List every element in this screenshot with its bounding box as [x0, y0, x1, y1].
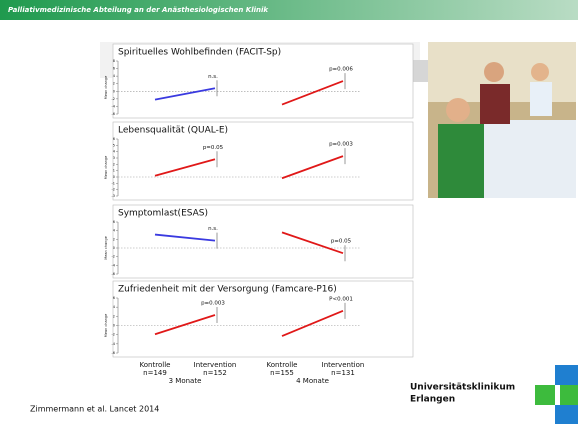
x-tick-label: Intervention — [322, 361, 365, 369]
y-tick-label: -3 — [112, 194, 116, 198]
y-tick-label: -6 — [112, 272, 116, 276]
y-tick-label: 2 — [113, 82, 115, 86]
p-value: p=0.006 — [329, 67, 353, 73]
y-tick-label: -2 — [112, 188, 116, 192]
x-count-label: n=131 — [331, 369, 355, 377]
p-value: p=0.003 — [201, 300, 225, 306]
y-tick-label: -1 — [112, 181, 116, 185]
panel-title: Symptomlast(ESAS) — [118, 209, 208, 219]
p-value: n.s. — [208, 226, 218, 232]
y-tick-label: 2 — [113, 162, 115, 166]
y-tick-label: 0 — [113, 89, 115, 93]
panel-title: Spirituelles Wohlbefinden (FACIT-Sp) — [118, 48, 281, 58]
logo-text: Universitätsklinikum — [410, 383, 515, 393]
x-count-label: n=155 — [270, 369, 294, 377]
header-title: Palliativmedizinische Abteilung an der A… — [8, 6, 269, 14]
y-axis-label: Mean change — [104, 156, 108, 180]
logo-square — [555, 365, 578, 385]
x-tick-label: Kontrolle — [267, 361, 298, 369]
y-tick-label: 0 — [113, 324, 115, 328]
p-value: P<0.001 — [329, 296, 353, 302]
x-group-label: 3 Monate — [169, 377, 202, 385]
x-count-label: n=152 — [203, 369, 227, 377]
p-value: p=0.05 — [331, 239, 352, 245]
y-axis-label: Mean change — [104, 314, 108, 338]
y-tick-label: 1 — [113, 169, 115, 173]
p-value: p=0.003 — [329, 142, 353, 148]
x-count-label: n=149 — [143, 369, 167, 377]
y-tick-label: -2 — [112, 333, 116, 337]
y-tick-label: 6 — [113, 296, 115, 300]
y-tick-label: -6 — [112, 351, 116, 355]
y-tick-label: 2 — [113, 237, 115, 241]
y-tick-label: 6 — [113, 67, 115, 71]
slide: Palliativmedizinische Abteilung an der A… — [0, 0, 578, 424]
photo — [428, 42, 576, 198]
p-value: n.s. — [208, 74, 218, 80]
y-tick-label: 5 — [113, 143, 115, 147]
y-tick-label: 0 — [113, 175, 115, 179]
panel-title: Lebensqualität (QUAL-E) — [118, 126, 228, 136]
y-tick-label: -2 — [112, 255, 116, 259]
panel-title: Zufriedenheit mit der Versorgung (Famcar… — [118, 285, 337, 295]
p-value: p=0.05 — [203, 145, 224, 151]
y-tick-label: -6 — [112, 112, 116, 116]
y-tick-label: 3 — [113, 156, 115, 160]
logo-text: Erlangen — [410, 395, 455, 405]
citation: Zimmermann et al. Lancet 2014 — [30, 405, 159, 414]
x-tick-label: Intervention — [194, 361, 237, 369]
y-axis-label: Mean change — [104, 236, 108, 260]
x-tick-label: Kontrolle — [140, 361, 171, 369]
y-tick-label: 8 — [113, 59, 115, 63]
y-tick-label: 0 — [113, 246, 115, 250]
slide-canvas: Palliativmedizinische Abteilung an der A… — [0, 0, 578, 424]
y-axis-label: Mean change — [104, 76, 108, 100]
y-tick-label: -2 — [112, 97, 116, 101]
x-group-label: 4 Monate — [296, 377, 329, 385]
logo-square — [555, 405, 578, 424]
logo-square — [560, 385, 578, 405]
y-tick-label: 6 — [113, 137, 115, 141]
y-tick-label: 2 — [113, 314, 115, 318]
y-tick-label: 6 — [113, 220, 115, 224]
logo-square — [535, 385, 555, 405]
